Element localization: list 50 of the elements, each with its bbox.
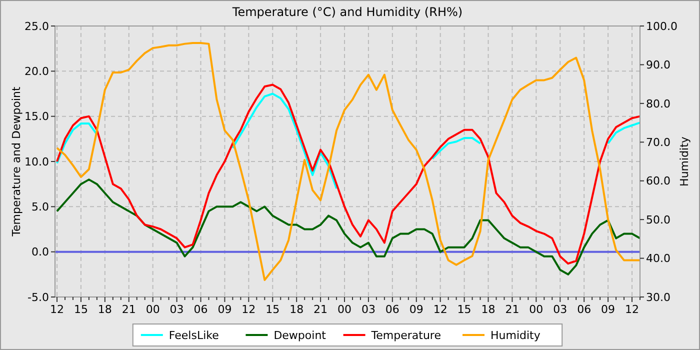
y2-tick-label: 90.0 [646,58,670,72]
y-tick-label: -5.0 [28,290,49,304]
x-tick-label: 18 [290,303,304,316]
legend-label: Temperature [370,328,442,342]
x-tick-label: 15 [266,303,280,316]
line-series [56,178,641,276]
y2-axis-title: Humidity [678,136,691,186]
x-tick-label: 21 [122,303,136,316]
chart-title: Temperature (°C) and Humidity (RH%) [231,5,463,19]
y-tick-label: 15.0 [24,110,49,124]
x-tick-label: 21 [314,303,328,316]
y2-tick-label: 30.0 [646,290,670,304]
x-tick-label: 03 [170,303,184,316]
y2-tick-label: 100.0 [646,20,678,33]
x-tick-label: 06 [194,303,208,316]
x-tick-label: 18 [481,303,496,316]
y2-tick-label: 60.0 [646,174,670,188]
y-tick-label: 25.0 [24,20,49,33]
line-series [56,42,641,281]
y-axis-title: Temperature and Dewpoint [10,86,23,238]
x-tick-label: 09 [409,303,424,316]
x-tick-label: 00 [146,303,160,316]
x-tick-label: 03 [361,303,376,316]
x-tick-label: 21 [505,303,520,316]
legend-label: Humidity [490,328,541,342]
x-tick-label: 06 [577,303,592,316]
x-tick-label: 03 [553,303,568,316]
x-tick-label: 06 [385,303,400,316]
legend-label: Dewpoint [274,328,327,342]
y2-tick-label: 70.0 [646,136,670,149]
x-tick-label: 12 [433,303,448,316]
y2-tick-label: 40.0 [646,252,670,266]
x-tick-label: 12 [625,303,640,316]
y2-tick-label: 50.0 [646,213,670,226]
x-tick-label: 12 [50,303,64,316]
y-tick-label: 5.0 [32,200,49,214]
x-tick-label: 09 [218,303,232,316]
y-tick-label: 20.0 [24,65,49,78]
x-tick-label: 18 [98,303,112,316]
line-series [56,84,641,265]
y-tick-label: 0.0 [32,246,49,259]
x-tick-label: 00 [338,303,352,316]
legend-label: FeelsLike [168,328,220,342]
x-tick-label: 12 [242,303,256,316]
y2-tick-label: 80.0 [646,97,670,110]
y-tick-label: 10.0 [24,155,49,168]
x-tick-label: 00 [529,303,544,316]
x-tick-label: 15 [74,303,88,316]
x-tick-label: 09 [601,303,616,316]
x-tick-label: 15 [457,303,472,316]
